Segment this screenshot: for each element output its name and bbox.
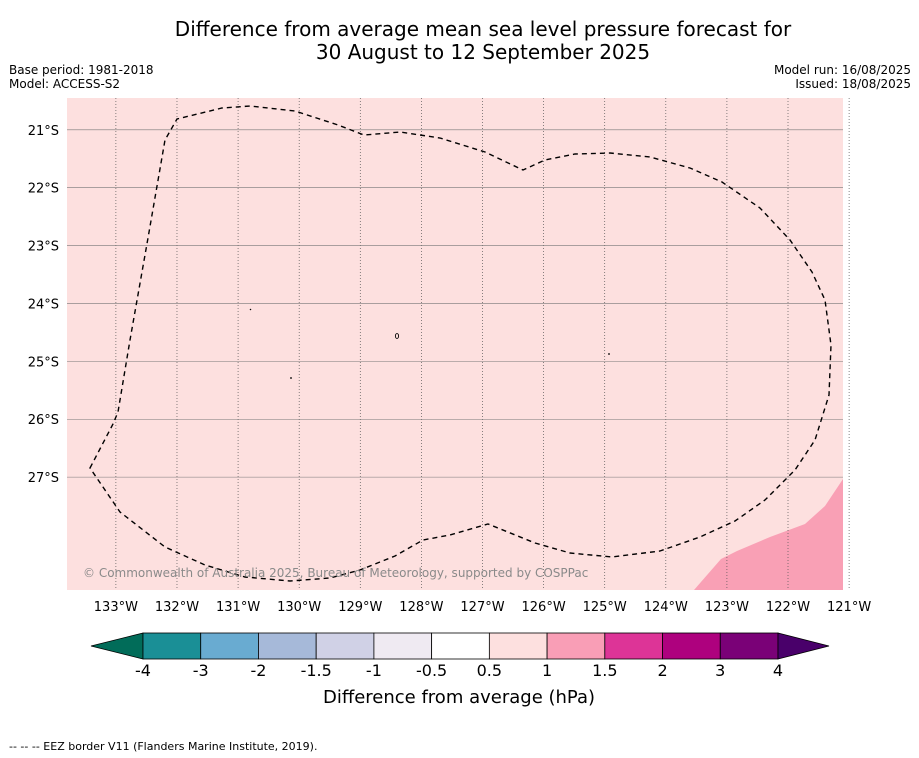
colorbar-tick-label: -4 [135,661,151,680]
info-right: Model run: 16/08/2025 Issued: 18/08/2025 [774,63,911,91]
latitude-labels: 21°S 22°S 23°S 24°S 25°S 26°S 27°S [28,124,59,486]
colorbar-segment [604,632,663,660]
map-background [67,98,843,590]
colorbar-segment [662,632,721,660]
colorbar-tick-label: 1 [542,661,552,680]
longitude-tick-label: 126°W [522,600,566,615]
issued-text: Issued: 18/08/2025 [795,77,911,91]
colorbar-tick-label: 4 [773,661,783,680]
colorbar-tick-label: 1.5 [592,661,617,680]
eez-border-legend: -- -- -- EEZ border V11 (Flanders Marine… [9,740,318,753]
map-panel: © Commonwealth of Australia 2025, Bureau… [67,98,850,590]
colorbar-segment [546,632,606,660]
colorbar-tick-label: 0.5 [477,661,502,680]
colorbar-segment [488,632,548,660]
latitude-tick-label: 26°S [28,413,59,428]
longitude-tick-label: 130°W [277,600,321,615]
chart-title: Difference from average mean sea level p… [0,18,919,64]
longitude-labels: 133°W 132°W 131°W 130°W 129°W 128°W 127°W 126°W… [94,600,872,615]
longitude-tick-label: 131°W [216,600,260,615]
colorbar-segment [258,632,317,660]
copyright-text: © Commonwealth of Australia 2025, Bureau… [83,566,588,580]
colorbar-tick-label: 3 [715,661,725,680]
colorbar: -4 -3 -2 -1.5 -1 -0.5 0.5 1 1.5 2 3 4 Difference fr… [90,632,830,708]
gridlines [67,98,850,590]
colorbar-segment [719,632,779,660]
colorbar-segment [142,632,202,660]
longitude-tick-label: 124°W [644,600,688,615]
colorbar-over-arrow [777,632,830,660]
colorbar-segment [200,632,259,660]
colorbar-tick-label: 2 [657,661,667,680]
title-line-1: Difference from average mean sea level p… [174,17,792,41]
island-marker [394,333,400,339]
latitude-tick-label: 27°S [28,471,59,486]
longitude-tick-label: 122°W [766,600,810,615]
longitude-tick-label: 129°W [338,600,382,615]
anomaly-region [694,479,843,590]
colorbar-tick-labels: -4 -3 -2 -1.5 -1 -0.5 0.5 1 1.5 2 3 4 [135,661,783,680]
longitude-tick-label: 127°W [460,600,504,615]
colorbar-tick-label: -1 [366,661,382,680]
colorbar-label: Difference from average (hPa) [323,687,595,708]
model-run-text: Model run: 16/08/2025 [773,63,911,77]
longitude-tick-label: 123°W [705,600,749,615]
model-text: Model: ACCESS-S2 [9,77,121,91]
colorbar-tick-label: -1.5 [301,661,332,680]
colorbar-tick-label: -2 [250,661,266,680]
island-marker [249,308,252,311]
colorbar-tick-label: -0.5 [416,661,447,680]
base-period-text: Base period: 1981-2018 [9,63,154,77]
longitude-tick-label: 133°W [94,600,138,615]
colorbar-under-arrow [90,632,144,660]
latitude-tick-label: 25°S [28,355,59,370]
eez-border [89,105,832,582]
longitude-tick-label: 132°W [155,600,199,615]
longitude-tick-label: 121°W [827,600,871,615]
info-left: Base period: 1981-2018 Model: ACCESS-S2 [9,63,154,91]
colorbar-tick-label: -3 [193,661,209,680]
colorbar-segment [315,632,375,660]
latitude-tick-label: 21°S [28,124,59,139]
latitude-tick-label: 24°S [28,297,59,312]
latitude-tick-label: 22°S [28,182,59,197]
colorbar-segment [373,632,433,660]
longitude-tick-label: 128°W [399,600,443,615]
longitude-tick-label: 125°W [583,600,627,615]
colorbar-segment [431,632,490,660]
latitude-tick-label: 23°S [28,240,59,255]
title-line-2: 30 August to 12 September 2025 [315,40,651,64]
colorbar-segments [142,632,779,660]
